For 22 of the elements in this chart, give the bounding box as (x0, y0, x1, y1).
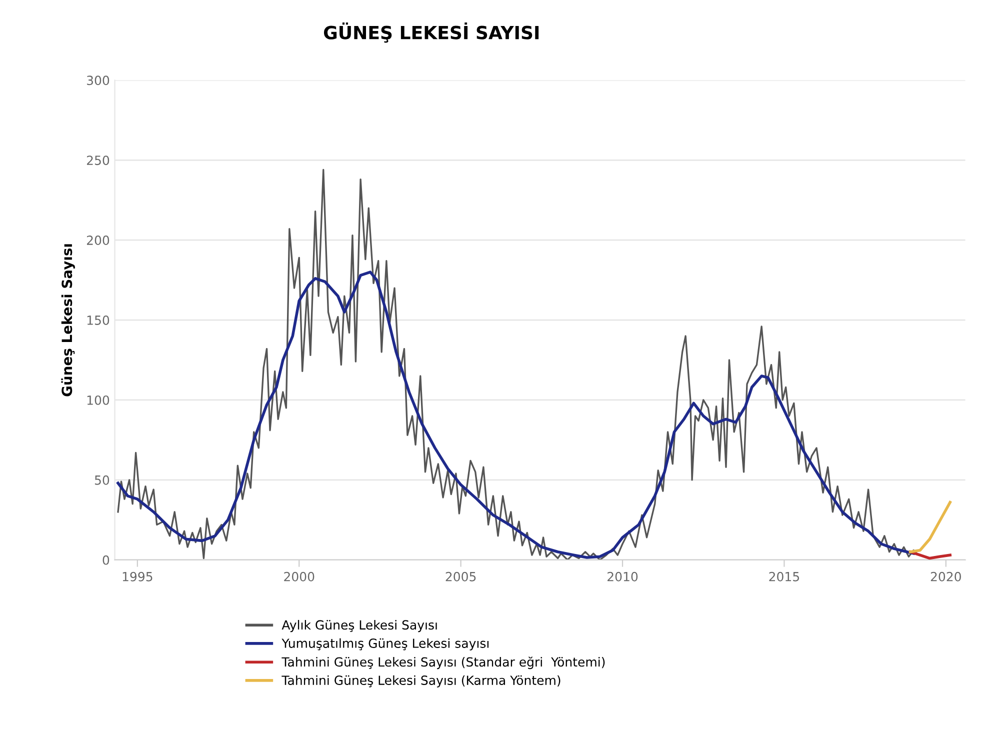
legend-label: Yumuşatılmış Güneş Lekesi sayısı (282, 638, 488, 650)
legend-label: Aylık Güneş Lekesi Sayısı (282, 620, 437, 632)
x-tick-label: 2015 (769, 572, 800, 582)
x-tick-label: 2000 (284, 572, 314, 582)
line-series (908, 500, 952, 554)
y-tick-label: 300 (87, 76, 110, 86)
y-tick-label: 200 (86, 236, 110, 246)
y-tick-label: 250 (86, 156, 110, 166)
y-tick-label: 0 (102, 555, 110, 565)
x-tick-label: 1995 (122, 572, 152, 582)
y-tick-label: 150 (87, 316, 110, 325)
x-tick-label: 2020 (930, 572, 961, 582)
x-tick-label: 2010 (608, 572, 638, 582)
chart-title: GÜNEŞ LEKESİ SAYISI (324, 22, 539, 43)
legend-label: Tahmini Güneş Lekesi Sayısı (Standar eğri Yöntemi) (282, 656, 605, 670)
y-tick-label: 100 (87, 395, 110, 405)
legend-label: Tahmini Güneş Lekesi Sayısı (Karma Yöntem) (282, 675, 560, 688)
line-series (116, 270, 915, 559)
x-tick-label: 2005 (446, 572, 476, 582)
y-axis-title: Güneş Lekesi Sayısı (61, 244, 75, 396)
y-tick-label: 50 (94, 475, 110, 485)
line-series (908, 550, 952, 560)
